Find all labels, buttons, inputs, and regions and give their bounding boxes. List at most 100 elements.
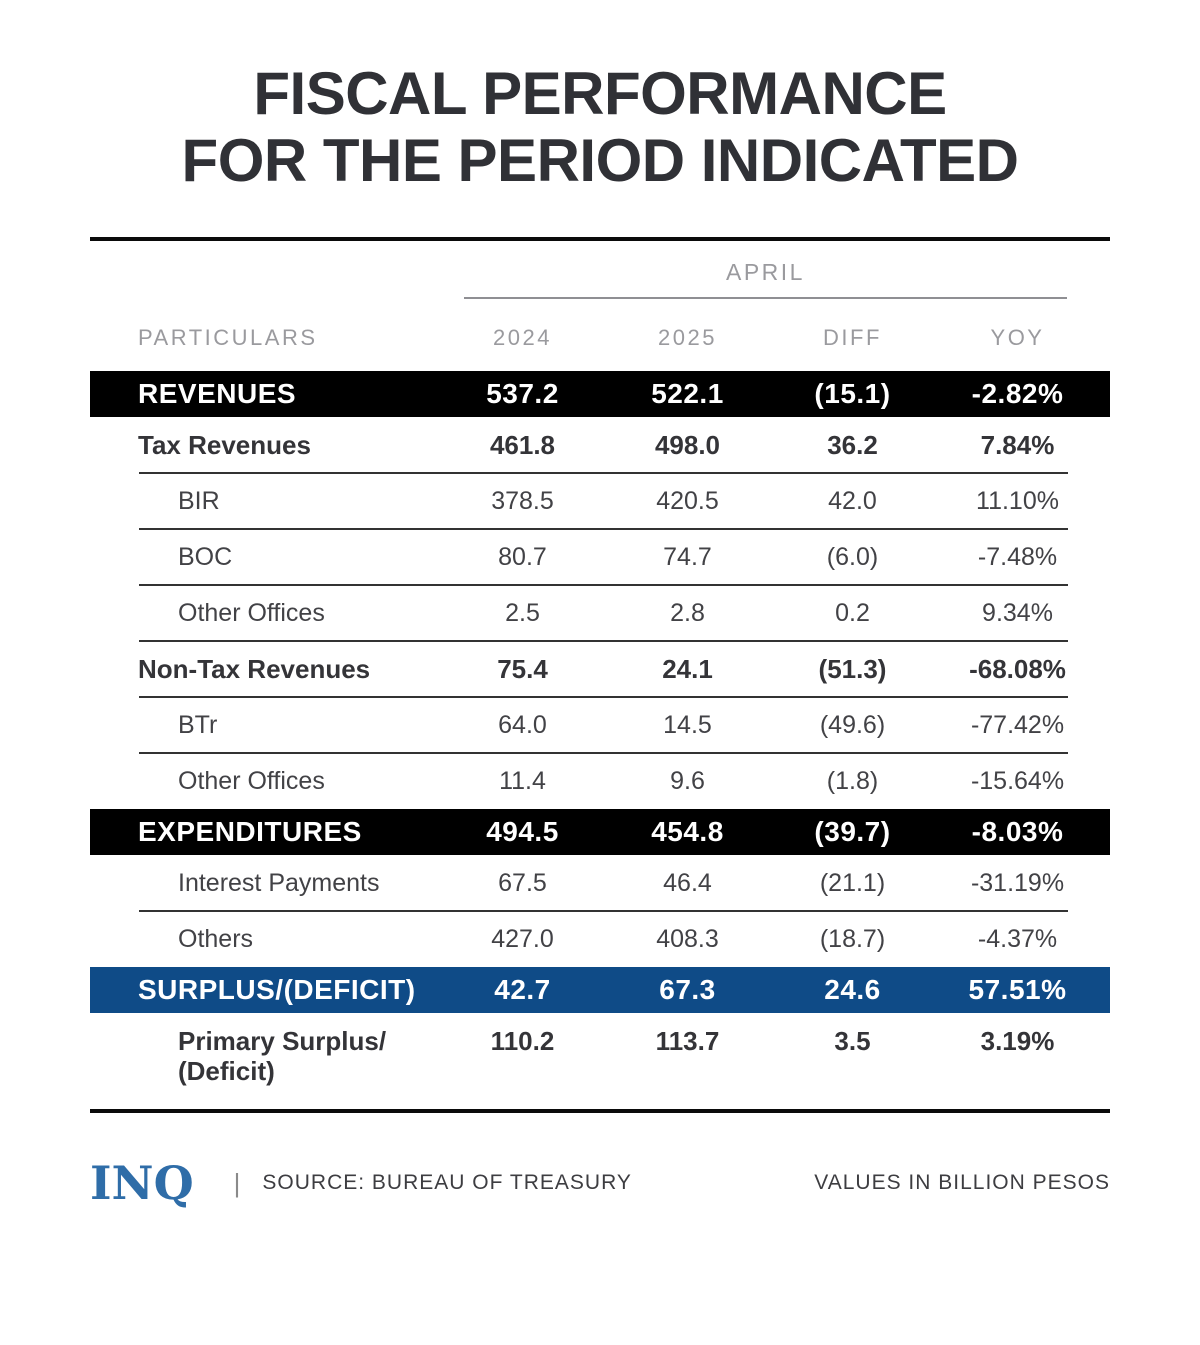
- cell-diff: (21.1): [819, 868, 886, 897]
- footer: INQ | SOURCE: BUREAU OF TREASURY VALUES …: [90, 1160, 1110, 1206]
- cell-yoy: 9.34%: [982, 598, 1053, 627]
- column-header-row: PARTICULARS 2024 2025 DIFF YOY: [90, 324, 1110, 352]
- cell-2025: 2.8: [670, 598, 705, 627]
- cell-2025: 9.6: [670, 766, 705, 795]
- period-underline: [464, 297, 1067, 299]
- column-header-2024: 2024: [493, 325, 552, 350]
- row-label: BIR: [178, 487, 220, 515]
- cell-diff: 42.0: [828, 486, 877, 515]
- cell-yoy: 3.19%: [980, 1026, 1055, 1056]
- table-row-other-offices-nontax: Other Offices 11.4 9.6 (1.8) -15.64%: [90, 753, 1110, 809]
- row-label-line2: (Deficit): [178, 1056, 275, 1086]
- table-row-revenues: REVENUES 537.2 522.1 (15.1) -2.82%: [90, 371, 1110, 417]
- row-label: Primary Surplus/: [178, 1026, 387, 1056]
- footer-values-note: VALUES IN BILLION PESOS: [814, 1171, 1110, 1194]
- row-label: BOC: [178, 543, 233, 571]
- inq-logo: INQ: [90, 1156, 194, 1210]
- row-label-cell: Tax Revenues: [90, 430, 440, 460]
- table-row-surplus-deficit: SURPLUS/(DEFICIT) 42.7 67.3 24.6 57.51%: [90, 967, 1110, 1013]
- cell-2024: 537.2: [486, 378, 559, 409]
- cell-diff: (51.3): [818, 653, 887, 684]
- cell-2025: 454.8: [651, 816, 724, 847]
- cell-diff: 36.2: [827, 429, 878, 460]
- cell-2024: 494.5: [486, 816, 559, 847]
- column-header-yoy: YOY: [990, 325, 1045, 350]
- row-label-cell: Interest Payments: [90, 868, 440, 898]
- cell-yoy: -2.82%: [971, 378, 1064, 409]
- cell-2024: 2.5: [505, 598, 540, 627]
- row-label-cell: SURPLUS/(DEFICIT): [90, 975, 440, 1005]
- row-label-cell: Primary Surplus/(Deficit): [90, 1013, 440, 1086]
- row-label-cell: Others: [90, 924, 440, 954]
- cell-2025: 420.5: [656, 486, 719, 515]
- cell-2024: 11.4: [499, 766, 546, 795]
- row-label-cell: Non-Tax Revenues: [90, 654, 440, 684]
- cell-diff: 0.2: [835, 598, 870, 627]
- row-label: REVENUES: [138, 378, 297, 409]
- cell-2024: 461.8: [489, 429, 556, 460]
- row-label-cell: BOC: [90, 542, 440, 572]
- row-label-cell: Other Offices: [90, 766, 440, 796]
- cell-yoy: 57.51%: [968, 974, 1067, 1005]
- cell-2025: 498.0: [654, 429, 721, 460]
- row-divider: [139, 528, 1068, 530]
- cell-2024: 67.5: [498, 868, 547, 897]
- cell-diff: (1.8): [826, 766, 879, 795]
- period-label: APRIL: [726, 259, 805, 285]
- row-divider: [139, 472, 1068, 474]
- row-label: Other Offices: [178, 767, 325, 795]
- cell-2024: 42.7: [494, 974, 551, 1005]
- cell-2024: 378.5: [491, 486, 554, 515]
- title-line1: FISCAL PERFORMANCE: [253, 60, 947, 127]
- row-divider: [139, 910, 1068, 912]
- cell-diff: (18.7): [819, 924, 886, 953]
- cell-yoy: -4.37%: [977, 924, 1058, 953]
- cell-2025: 522.1: [651, 378, 724, 409]
- table-row-tax-revenues: Tax Revenues 461.8 498.0 36.2 7.84%: [90, 417, 1110, 474]
- cell-yoy: -15.64%: [970, 766, 1065, 795]
- title-line2: FOR THE PERIOD INDICATED: [181, 127, 1019, 194]
- row-label: SURPLUS/(DEFICIT): [138, 974, 416, 1005]
- cell-2024: 80.7: [498, 542, 547, 571]
- footer-separator: |: [233, 1167, 241, 1198]
- row-label-cell: Other Offices: [90, 598, 440, 628]
- row-label-cell: REVENUES: [90, 379, 440, 409]
- row-divider: [139, 640, 1068, 642]
- cell-yoy: 11.10%: [976, 486, 1059, 515]
- column-header-diff: DIFF: [823, 325, 882, 350]
- row-label: Other Offices: [178, 599, 325, 627]
- cell-2025: 24.1: [662, 653, 713, 684]
- bottom-rule: [90, 1109, 1110, 1113]
- cell-diff: (6.0): [826, 542, 879, 571]
- table-row-primary-surplus-deficit: Primary Surplus/(Deficit) 110.2 113.7 3.…: [90, 1013, 1110, 1109]
- cell-2025: 113.7: [655, 1026, 720, 1056]
- top-rule: [90, 237, 1110, 241]
- cell-yoy: -68.08%: [969, 653, 1066, 684]
- row-label: Others: [178, 925, 254, 953]
- row-label: Tax Revenues: [138, 430, 311, 460]
- period-header: APRIL: [90, 258, 1110, 299]
- cell-diff: 3.5: [834, 1026, 871, 1056]
- cell-2025: 46.4: [663, 868, 712, 897]
- footer-source: SOURCE: BUREAU OF TREASURY: [262, 1171, 632, 1194]
- row-label-cell: BIR: [90, 486, 440, 516]
- row-label: BTr: [178, 711, 218, 739]
- cell-2024: 64.0: [498, 710, 547, 739]
- table-row-non-tax-revenues: Non-Tax Revenues 75.4 24.1 (51.3) -68.08…: [90, 641, 1110, 698]
- cell-2025: 408.3: [656, 924, 719, 953]
- row-divider: [139, 584, 1068, 586]
- table-row-interest-payments: Interest Payments 67.5 46.4 (21.1) -31.1…: [90, 855, 1110, 912]
- column-header-2025: 2025: [658, 325, 717, 350]
- cell-diff: (49.6): [819, 710, 886, 739]
- table-row-btr: BTr 64.0 14.5 (49.6) -77.42%: [90, 697, 1110, 754]
- cell-2024: 427.0: [491, 924, 554, 953]
- cell-2025: 14.5: [663, 710, 712, 739]
- row-label: EXPENDITURES: [138, 816, 362, 847]
- cell-2025: 67.3: [659, 974, 716, 1005]
- cell-diff: 24.6: [824, 974, 881, 1005]
- column-header-particulars: PARTICULARS: [138, 325, 318, 350]
- cell-diff: (15.1): [814, 378, 891, 409]
- table-row-others: Others 427.0 408.3 (18.7) -4.37%: [90, 911, 1110, 967]
- cell-yoy: -31.19%: [970, 868, 1065, 897]
- row-divider: [139, 696, 1068, 698]
